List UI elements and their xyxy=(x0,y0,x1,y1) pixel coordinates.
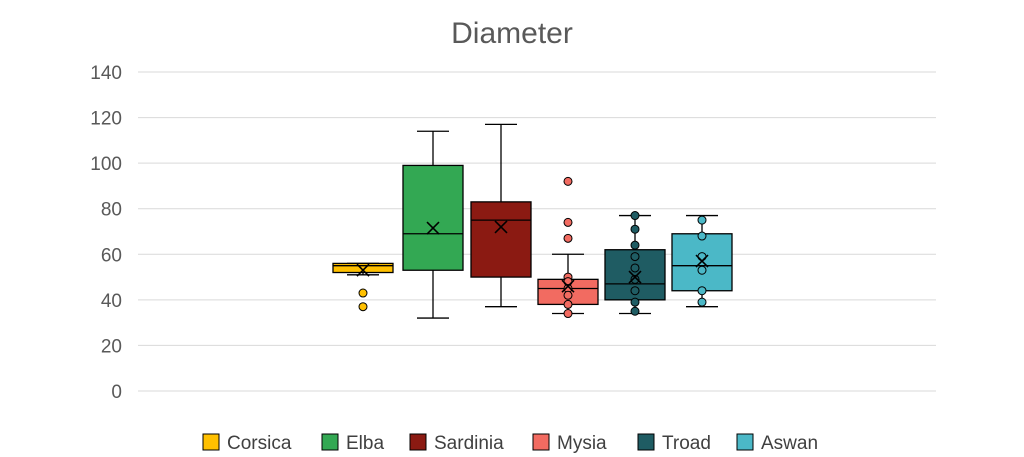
legend-item-troad: Troad xyxy=(637,433,711,454)
legend-item-aswan: Aswan xyxy=(736,433,818,454)
legend-label: Sardinia xyxy=(434,433,504,454)
legend-swatch xyxy=(532,433,550,451)
data-point xyxy=(697,286,707,296)
y-tick-label: 0 xyxy=(111,382,122,403)
data-point xyxy=(630,274,640,284)
y-tick-label: 60 xyxy=(101,245,122,266)
mean-marker xyxy=(426,221,440,235)
data-point xyxy=(630,224,640,234)
y-tick-label: 120 xyxy=(90,109,122,130)
data-point xyxy=(563,299,573,309)
legend-swatch xyxy=(736,433,754,451)
legend: Corsica Elba Sardinia Mysia Troad Aswan xyxy=(202,433,818,454)
data-point xyxy=(563,233,573,243)
y-axis-ticks: 0 20 40 60 80 100 120 140 xyxy=(90,63,122,403)
legend-item-corsica: Corsica xyxy=(202,433,292,454)
gridlines xyxy=(138,71,936,392)
mean-marker xyxy=(356,263,370,277)
mean-marker xyxy=(695,254,709,268)
y-tick-label: 80 xyxy=(101,200,122,221)
legend-item-sardinia: Sardinia xyxy=(409,433,504,454)
data-point xyxy=(563,290,573,300)
iqr-box xyxy=(332,262,394,274)
y-tick-label: 40 xyxy=(101,291,122,312)
data-point xyxy=(630,263,640,273)
data-point xyxy=(697,215,707,225)
data-point xyxy=(563,217,573,227)
y-tick-label: 100 xyxy=(90,154,122,175)
data-point xyxy=(563,176,573,186)
data-point xyxy=(630,252,640,262)
legend-swatch xyxy=(321,433,339,451)
mean-marker xyxy=(561,279,575,293)
data-point xyxy=(630,306,640,316)
legend-label: Corsica xyxy=(227,433,292,454)
legend-label: Mysia xyxy=(557,433,607,454)
legend-label: Troad xyxy=(662,433,711,454)
mean-marker xyxy=(628,270,642,284)
legend-label: Elba xyxy=(346,433,384,454)
legend-swatch xyxy=(409,433,427,451)
chart-title: Diameter xyxy=(451,17,573,50)
iqr-box xyxy=(402,164,464,271)
data-point xyxy=(697,297,707,307)
data-point xyxy=(630,211,640,221)
box-sardinia xyxy=(470,123,532,308)
data-point xyxy=(630,240,640,250)
data-point xyxy=(630,297,640,307)
legend-swatch xyxy=(637,433,655,451)
data-point xyxy=(697,265,707,275)
box-aswan xyxy=(671,214,733,308)
iqr-box xyxy=(470,201,532,278)
data-point xyxy=(630,286,640,296)
box-troad xyxy=(604,211,666,316)
box-plots xyxy=(332,123,733,319)
y-tick-label: 140 xyxy=(90,63,122,84)
iqr-box xyxy=(671,233,733,292)
legend-swatch xyxy=(202,433,220,451)
data-point xyxy=(697,231,707,241)
y-tick-label: 20 xyxy=(101,336,122,357)
mean-marker xyxy=(494,220,508,234)
box-corsica xyxy=(332,262,394,312)
legend-label: Aswan xyxy=(761,433,818,454)
legend-item-mysia: Mysia xyxy=(532,433,607,454)
legend-item-elba: Elba xyxy=(321,433,384,454)
data-point xyxy=(563,309,573,319)
data-point xyxy=(358,302,368,312)
box-elba xyxy=(402,130,464,319)
box-mysia xyxy=(537,176,599,319)
data-point xyxy=(358,288,368,298)
